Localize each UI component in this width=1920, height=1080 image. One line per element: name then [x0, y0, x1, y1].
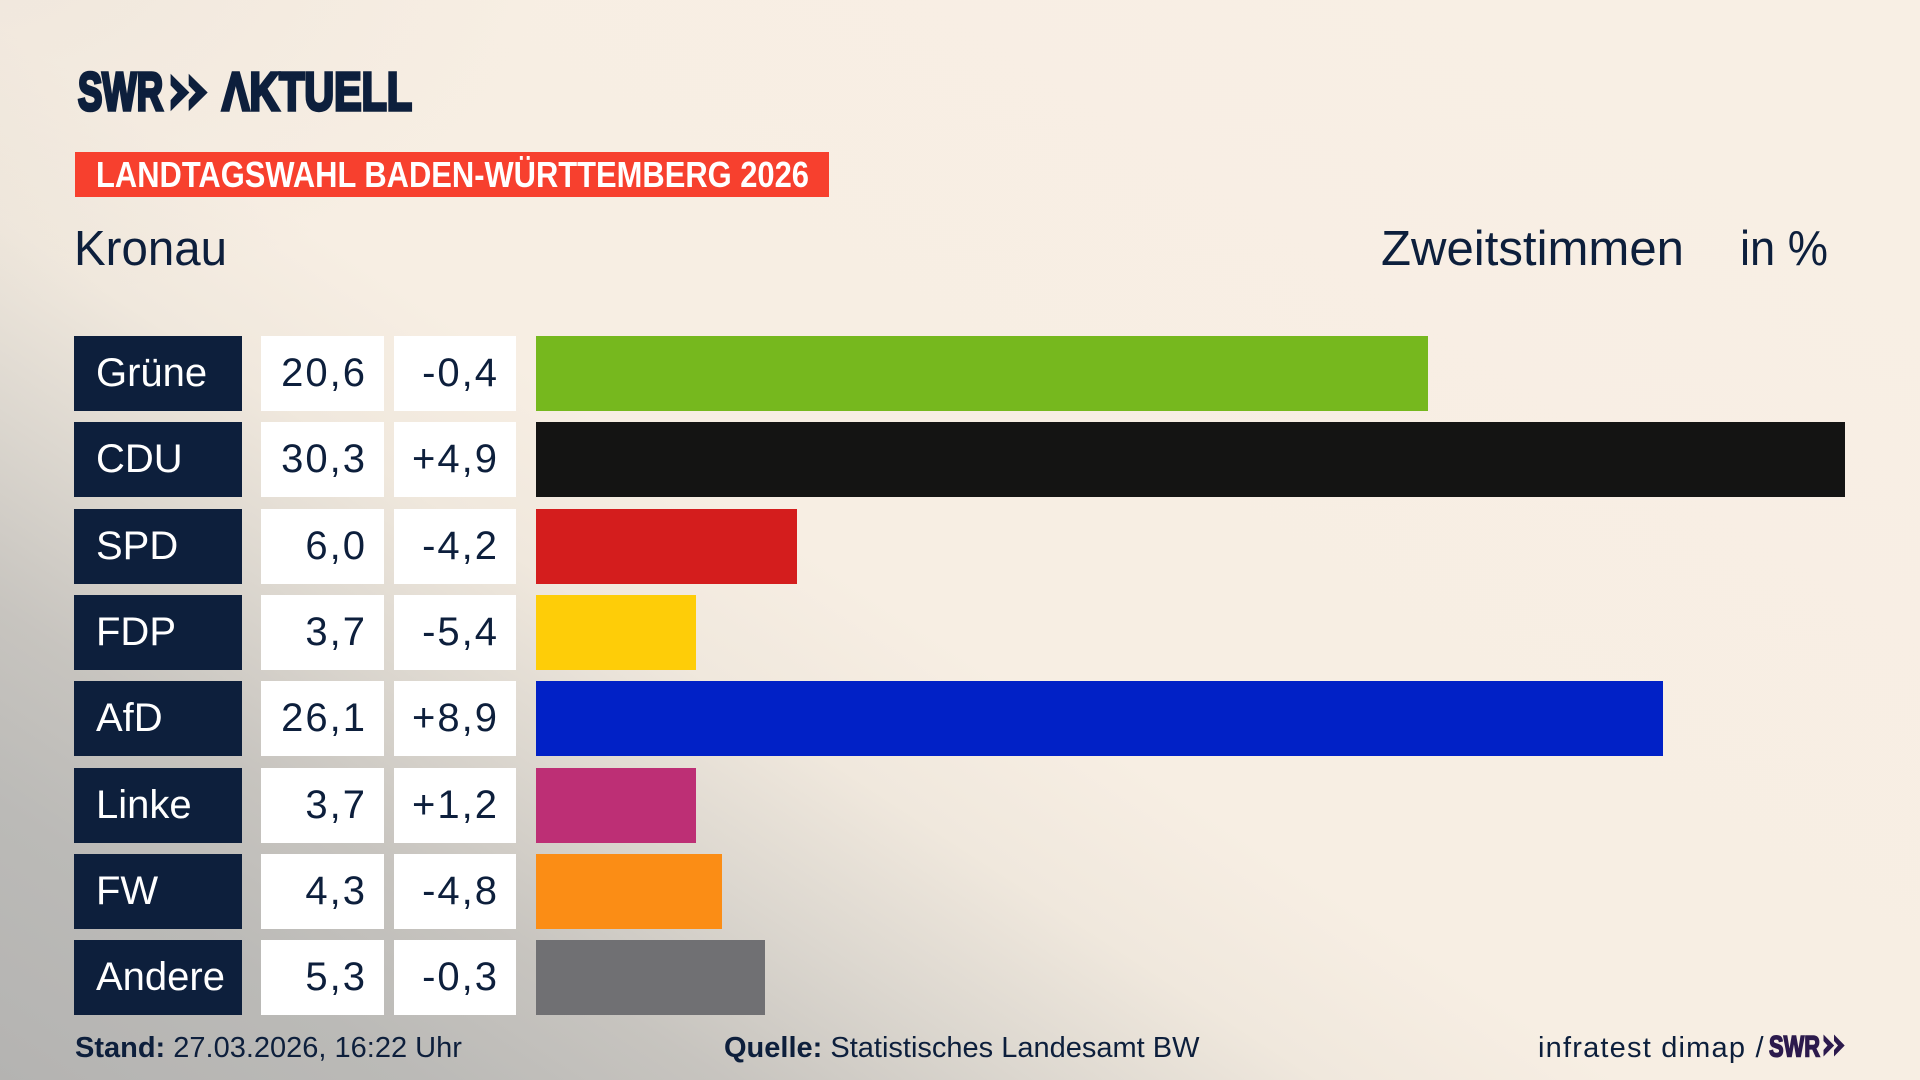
svg-text:in %: in %	[1740, 222, 1828, 276]
svg-text:ΛKTUELL: ΛKTUELL	[222, 62, 412, 122]
svg-text:SWR: SWR	[78, 62, 163, 122]
svg-text:Kronau: Kronau	[74, 222, 227, 276]
svg-text:SWR: SWR	[1769, 1031, 1820, 1064]
svg-text:Zweitstimmen: Zweitstimmen	[1381, 222, 1684, 276]
svg-text:LANDTAGSWAHL BADEN-WÜRTTEMBERG: LANDTAGSWAHL BADEN-WÜRTTEMBERG 2026	[96, 154, 809, 195]
